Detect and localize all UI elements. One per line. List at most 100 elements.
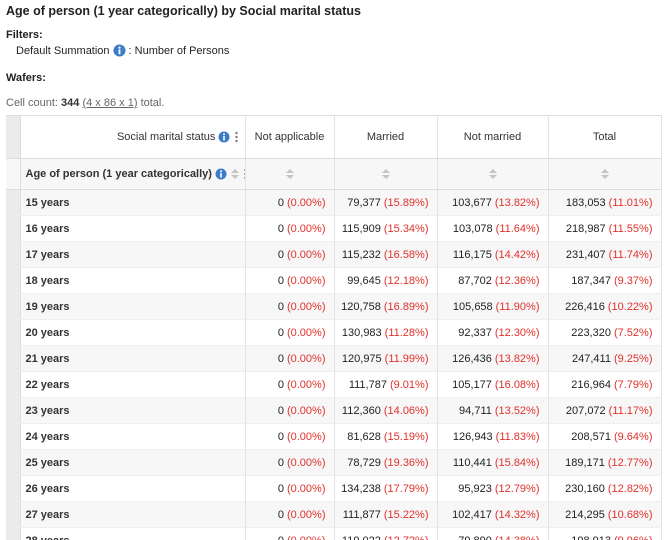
table-row: 15 years 0 (0.00%) 79,377 (15.89%) 103,677 (13… xyxy=(6,189,662,216)
column-header: Married xyxy=(334,115,438,159)
data-cell: 0(0.00%) xyxy=(245,267,335,294)
filter-line: Default Summation : Number of Persons xyxy=(16,44,229,57)
data-cell: 0(0.00%) xyxy=(245,241,335,268)
table-row: 25 years 0 (0.00%) 78,729 (19.36%) 110,441 (15… xyxy=(6,449,662,476)
cell-value: 214,295 xyxy=(565,508,605,521)
data-cell: 120,975 (11.99%) xyxy=(334,345,438,372)
table-row: 20 years 0 (0.00%) 130,983 (11.28%) 92,337 (12… xyxy=(6,319,662,346)
cell-percent: (13.82%) xyxy=(494,196,540,209)
cell-value: 247,411 xyxy=(572,352,611,365)
cell-percent: (15.89%) xyxy=(383,196,429,209)
data-cell: 79,377 (15.89%) xyxy=(334,189,438,216)
cell-percent: (14.32%) xyxy=(494,508,540,521)
cell-percent: (16.08%) xyxy=(494,378,540,391)
cell-value: 0 xyxy=(277,482,284,495)
data-cell: 0(0.00%) xyxy=(245,449,335,476)
cell-value: 126,943 xyxy=(452,430,493,443)
data-cell: 99,645 (12.18%) xyxy=(334,267,438,294)
data-cell: 81,628 (15.19%) xyxy=(334,423,438,450)
cell-value: 119,022 xyxy=(342,535,381,540)
cell-value: 0 xyxy=(277,248,284,261)
cell-value: 231,407 xyxy=(565,248,606,261)
data-cell: 79,890(14.38%) xyxy=(437,527,549,540)
cell-value: 0 xyxy=(277,352,284,365)
table-row: 16 years 0 (0.00%) 115,909 (15.34%) 103,078 (1… xyxy=(6,215,662,242)
cell-value: 87,702 xyxy=(458,274,492,287)
sort-control[interactable] xyxy=(381,168,391,180)
cell-percent: (13.52%) xyxy=(494,404,540,417)
cell-value: 79,377 xyxy=(347,196,381,209)
data-cell: 0(0.00%) xyxy=(245,215,335,242)
data-cell: 103,677 (13.82%) xyxy=(437,189,549,216)
cell-percent: (11.55%) xyxy=(608,222,653,235)
cell-percent: (12.82%) xyxy=(607,482,653,495)
row-label: 22 years xyxy=(20,371,246,398)
row-label: 28 years xyxy=(20,527,246,540)
cell-value: 223,320 xyxy=(571,326,611,339)
info-icon[interactable] xyxy=(215,168,227,180)
gutter xyxy=(6,475,21,502)
data-cell: 0(0.00%) xyxy=(245,345,335,372)
cell-percent: (14.06%) xyxy=(383,404,429,417)
cell-value: 0 xyxy=(277,456,284,469)
report-title: Age of person (1 year categorically) by … xyxy=(6,4,361,18)
cell-percent: (16.89%) xyxy=(383,300,429,313)
data-cell: 87,702 (12.36%) xyxy=(437,267,549,294)
cell-value: 111,787 xyxy=(348,378,387,391)
gutter xyxy=(6,449,21,476)
table-row: 27 years 0 (0.00%) 111,877 (15.22%) 102,417 (1… xyxy=(6,501,662,528)
gutter xyxy=(6,397,21,424)
cell-count-dims[interactable]: (4 x 86 x 1) xyxy=(82,97,138,109)
sort-control[interactable] xyxy=(230,168,240,180)
cell-percent: (11.90%) xyxy=(495,300,540,313)
data-cell: 111,787 (9.01%) xyxy=(334,371,438,398)
cell-percent: (13.82%) xyxy=(494,352,540,365)
column-header: Total xyxy=(548,115,662,159)
cell-value: 79,890 xyxy=(458,535,492,540)
cell-value: 208,571 xyxy=(571,430,611,443)
filters-heading: Filters: xyxy=(6,29,43,41)
cell-percent: (0.00%) xyxy=(286,248,326,261)
sort-control[interactable] xyxy=(285,168,295,180)
info-icon[interactable] xyxy=(218,131,230,143)
table-row: 22 years 0 (0.00%) 111,787 (9.01%) 105,177 (16… xyxy=(6,371,662,398)
table-row: 19 years 0 (0.00%) 120,758 (16.89%) 105,658 (1… xyxy=(6,293,662,320)
row-label: 21 years xyxy=(20,345,246,372)
data-cell: 78,729 (19.36%) xyxy=(334,449,438,476)
cell-value: 103,677 xyxy=(452,196,492,209)
cell-count-label: Cell count: xyxy=(6,97,58,109)
sort-control[interactable] xyxy=(488,168,498,180)
gutter xyxy=(6,241,21,268)
cell-value: 115,909 xyxy=(341,222,381,235)
row-variable-header: Age of person (1 year categorically) xyxy=(20,158,246,190)
cell-value: 112,360 xyxy=(341,404,381,417)
cell-value: 105,177 xyxy=(452,378,492,391)
gutter xyxy=(6,158,21,190)
gutter xyxy=(6,189,21,216)
sort-control[interactable] xyxy=(600,168,610,180)
row-label: 15 years xyxy=(20,189,246,216)
info-icon[interactable] xyxy=(113,44,126,57)
gutter xyxy=(6,527,21,540)
data-cell: 247,411 (9.25%) xyxy=(548,345,662,372)
row-variable: Age of person (1 year categorically) xyxy=(25,167,212,180)
cell-value: 230,160 xyxy=(565,482,605,495)
cell-value: 183,053 xyxy=(565,196,606,209)
sort-cell xyxy=(334,158,438,190)
data-cell: 0(0.00%) xyxy=(245,397,335,424)
menu-icon[interactable] xyxy=(234,131,239,143)
gutter xyxy=(6,501,21,528)
table-row: 21 years 0 (0.00%) 120,975 (11.99%) 126,436 (1… xyxy=(6,345,662,372)
cell-percent: (17.79%) xyxy=(383,482,429,495)
data-cell: 103,078 (11.64%) xyxy=(437,215,549,242)
cell-percent: (7.79%) xyxy=(613,378,653,391)
data-cell: 216,964 (7.79%) xyxy=(548,371,662,398)
cell-value: 120,758 xyxy=(341,300,381,313)
filter-name: Default Summation xyxy=(16,44,110,57)
data-cell: 134,238 (17.79%) xyxy=(334,475,438,502)
cell-value: 189,171 xyxy=(565,456,605,469)
data-cell: 223,320 (7.52%) xyxy=(548,319,662,346)
data-cell: 207,072 (11.17%) xyxy=(548,397,662,424)
cell-percent: (15.34%) xyxy=(383,222,429,235)
data-cell: 111,877 (15.22%) xyxy=(334,501,438,528)
